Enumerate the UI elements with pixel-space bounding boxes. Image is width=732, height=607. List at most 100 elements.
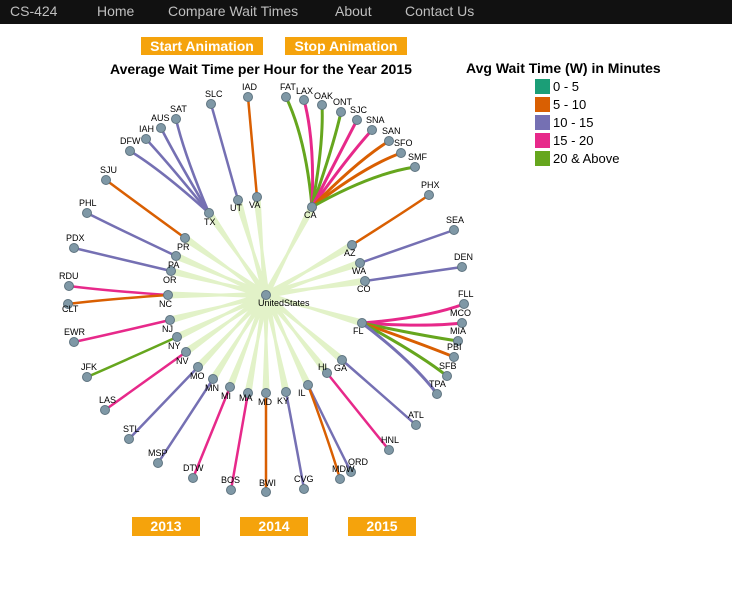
start-animation-button[interactable]: Start Animation (141, 37, 263, 55)
state-label-va: VA (249, 200, 260, 210)
state-label-ma: MA (239, 393, 253, 403)
nav-link-about[interactable]: About (335, 3, 372, 19)
airport-label-clt: CLT (62, 304, 79, 314)
state-node-nj[interactable] (165, 315, 175, 325)
nav-link-compare-wait-times[interactable]: Compare Wait Times (168, 3, 299, 19)
airport-node-mdw[interactable] (335, 474, 345, 484)
state-node-va[interactable] (252, 192, 262, 202)
year-2014-button[interactable]: 2014 (240, 517, 308, 536)
airport-node-slc[interactable] (206, 99, 216, 109)
airport-node-sjc[interactable] (352, 115, 362, 125)
year-2013-button[interactable]: 2013 (132, 517, 200, 536)
airport-node-pbi[interactable] (449, 352, 459, 362)
airport-node-atl[interactable] (411, 420, 421, 430)
airport-node-sfb[interactable] (442, 371, 452, 381)
airport-node-msp[interactable] (153, 458, 163, 468)
airport-node-jfk[interactable] (82, 372, 92, 382)
airport-label-dfw: DFW (120, 136, 141, 146)
airport-node-ord[interactable] (346, 467, 356, 477)
airport-node-iad[interactable] (243, 92, 253, 102)
legend-item: 10 - 15 (535, 115, 593, 131)
state-node-ga[interactable] (337, 355, 347, 365)
state-airport-link (66, 293, 170, 306)
nav-link-home[interactable]: Home (97, 3, 135, 19)
airport-node-ewr[interactable] (69, 337, 79, 347)
state-airport-link (104, 178, 187, 240)
airport-node-lax[interactable] (299, 95, 309, 105)
legend-label: 10 - 15 (553, 115, 594, 130)
state-node-or[interactable] (166, 266, 176, 276)
legend-label: 5 - 10 (553, 97, 587, 112)
airport-node-fat[interactable] (281, 92, 291, 102)
state-node-pa[interactable] (171, 251, 181, 261)
state-node-il[interactable] (303, 380, 313, 390)
state-node-hi[interactable] (322, 368, 332, 378)
airport-node-oak[interactable] (317, 100, 327, 110)
airport-node-clt[interactable] (63, 299, 73, 309)
state-airport-link (311, 140, 390, 208)
airport-node-den[interactable] (457, 262, 467, 272)
airport-node-cvg[interactable] (299, 484, 309, 494)
year-2015-button[interactable]: 2015 (348, 517, 416, 536)
airport-node-sna[interactable] (367, 125, 377, 135)
state-airport-link (363, 265, 464, 283)
state-airport-link (191, 385, 232, 480)
airport-node-phx[interactable] (424, 190, 434, 200)
legend-item: 5 - 10 (535, 97, 586, 113)
airport-node-smf[interactable] (410, 162, 420, 172)
stop-animation-button[interactable]: Stop Animation (285, 37, 407, 55)
airport-label-iah: IAH (139, 124, 154, 134)
brand-link[interactable]: CS-424 (10, 3, 58, 19)
airport-node-hnl[interactable] (384, 445, 394, 455)
state-node-ny[interactable] (172, 332, 182, 342)
state-node-ca[interactable] (307, 202, 317, 212)
state-node-ut[interactable] (233, 195, 243, 205)
airport-node-bos[interactable] (226, 485, 236, 495)
airport-node-rdu[interactable] (64, 281, 74, 291)
state-node-nc[interactable] (163, 290, 173, 300)
airport-node-tpa[interactable] (432, 389, 442, 399)
state-node-co[interactable] (360, 276, 370, 286)
state-node-pr[interactable] (180, 233, 190, 243)
legend-item: 0 - 5 (535, 79, 579, 95)
state-node-nv[interactable] (181, 347, 191, 357)
airport-node-mco[interactable] (457, 318, 467, 328)
state-node-ky[interactable] (281, 387, 291, 397)
state-airport-link (285, 96, 313, 208)
state-node-mo[interactable] (193, 362, 203, 372)
state-node-fl[interactable] (357, 318, 367, 328)
airport-label-fat: FAT (280, 82, 296, 92)
airport-node-las[interactable] (100, 405, 110, 415)
airport-node-sat[interactable] (171, 114, 181, 124)
airport-node-dfw[interactable] (125, 146, 135, 156)
legend-label: 20 & Above (553, 151, 620, 166)
state-node-ma[interactable] (243, 388, 253, 398)
airport-node-mia[interactable] (453, 336, 463, 346)
state-node-az[interactable] (347, 240, 357, 250)
airport-node-ont[interactable] (336, 107, 346, 117)
root-node-unitedstates[interactable] (261, 290, 271, 300)
state-node-mn[interactable] (208, 374, 218, 384)
airport-node-phl[interactable] (82, 208, 92, 218)
nav-link-contact-us[interactable]: Contact Us (405, 3, 475, 19)
state-node-tx[interactable] (204, 208, 214, 218)
state-node-wa[interactable] (355, 258, 365, 268)
state-label-pa: PA (168, 260, 179, 270)
state-node-mi[interactable] (225, 382, 235, 392)
airport-node-sea[interactable] (449, 225, 459, 235)
airport-node-dtw[interactable] (188, 473, 198, 483)
airport-node-pdx[interactable] (69, 243, 79, 253)
airport-node-sfo[interactable] (396, 148, 406, 158)
airport-label-fll: FLL (458, 289, 474, 299)
airport-node-fll[interactable] (459, 299, 469, 309)
airport-node-bwi[interactable] (261, 487, 271, 497)
legend-swatch (535, 115, 550, 130)
airport-node-iah[interactable] (141, 134, 151, 144)
state-airport-link (360, 321, 439, 396)
airport-node-stl[interactable] (124, 434, 134, 444)
airport-node-sju[interactable] (101, 175, 111, 185)
state-airport-link (340, 358, 418, 427)
airport-node-san[interactable] (384, 136, 394, 146)
state-node-md[interactable] (261, 388, 271, 398)
airport-node-aus[interactable] (156, 123, 166, 133)
